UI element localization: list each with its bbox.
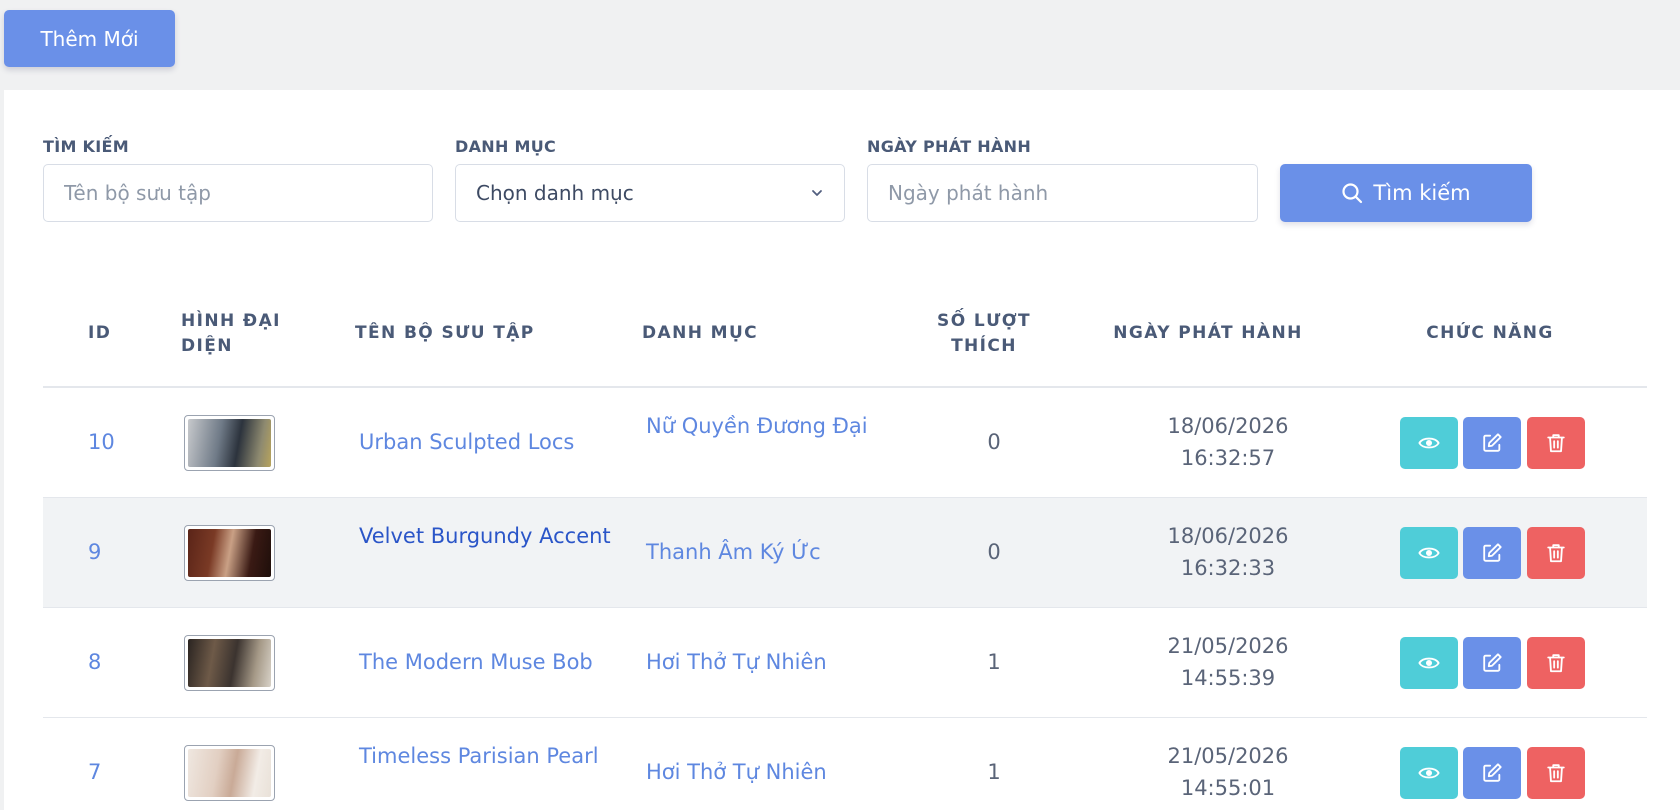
category-select-value: Chọn danh mục <box>476 181 634 205</box>
collection-thumbnail <box>184 525 275 581</box>
view-button[interactable] <box>1400 747 1458 799</box>
edit-icon <box>1483 543 1502 562</box>
view-button[interactable] <box>1400 417 1458 469</box>
edit-icon <box>1483 433 1502 452</box>
header-likes-line1: SỐ LƯỢT <box>937 311 1031 331</box>
edit-button[interactable] <box>1463 527 1521 579</box>
collection-category-link[interactable]: Hơi Thở Tự Nhiên <box>646 760 827 784</box>
search-icon <box>1342 183 1363 204</box>
category-label: DANH MỤC <box>455 137 557 156</box>
view-button[interactable] <box>1400 527 1458 579</box>
eye-icon <box>1418 547 1440 559</box>
release-time: 16:32:57 <box>1180 446 1276 470</box>
collection-name-link[interactable]: Urban Sculpted Locs <box>359 430 575 454</box>
release-date-label: NGÀY PHÁT HÀNH <box>867 137 1032 156</box>
search-label: TÌM KIẾM <box>43 137 129 156</box>
eye-icon <box>1418 767 1440 779</box>
eye-icon <box>1418 437 1440 449</box>
collection-thumbnail <box>184 415 275 471</box>
trash-icon <box>1547 764 1565 783</box>
trash-icon <box>1547 434 1565 453</box>
header-avatar: HÌNH ĐẠI DIỆN <box>181 309 281 359</box>
release-date-input[interactable] <box>888 181 1237 205</box>
add-new-button[interactable]: Thêm Mới <box>4 10 175 67</box>
table-row: 8 The Modern Muse Bob Hơi Thở Tự Nhiên 1… <box>43 608 1647 718</box>
collection-name-link[interactable]: Timeless Parisian Pearl <box>359 744 599 768</box>
release-time: 14:55:39 <box>1180 666 1276 690</box>
row-id[interactable]: 10 <box>88 430 115 454</box>
search-input[interactable] <box>64 181 412 205</box>
likes-count: 0 <box>987 540 1001 564</box>
collection-list-card: TÌM KIẾM DANH MỤC Chọn danh mục NGÀY PHÁ… <box>4 90 1680 810</box>
likes-count: 1 <box>987 650 1001 674</box>
header-category: DANH MỤC <box>642 323 759 343</box>
trash-icon <box>1547 654 1565 673</box>
header-avatar-line2: DIỆN <box>181 336 233 356</box>
row-id[interactable]: 8 <box>88 650 102 674</box>
collection-name-link[interactable]: The Modern Muse Bob <box>359 650 593 674</box>
chevron-down-icon <box>812 190 822 196</box>
edit-button[interactable] <box>1463 747 1521 799</box>
collection-thumbnail <box>184 745 275 801</box>
delete-button[interactable] <box>1527 637 1585 689</box>
release-date: 21/05/2026 <box>1167 744 1289 768</box>
delete-button[interactable] <box>1527 747 1585 799</box>
eye-icon <box>1418 657 1440 669</box>
edit-button[interactable] <box>1463 637 1521 689</box>
header-actions: CHỨC NĂNG <box>1426 323 1554 343</box>
delete-button[interactable] <box>1527 417 1585 469</box>
collection-name-link[interactable]: Velvet Burgundy Accent <box>359 524 611 548</box>
header-likes: SỐ LƯỢT THÍCH <box>919 309 1049 359</box>
release-date: 21/05/2026 <box>1167 634 1289 658</box>
row-id[interactable]: 9 <box>88 540 102 564</box>
search-field[interactable] <box>43 164 433 222</box>
view-button[interactable] <box>1400 637 1458 689</box>
header-name: TÊN BỘ SƯU TẬP <box>355 323 535 343</box>
collection-category-link[interactable]: Hơi Thở Tự Nhiên <box>646 650 827 674</box>
table-header-divider <box>43 386 1647 388</box>
row-id[interactable]: 7 <box>88 760 102 784</box>
trash-icon <box>1547 544 1565 563</box>
release-date: 18/06/2026 <box>1167 414 1289 438</box>
collection-category-link[interactable]: Thanh Âm Ký Ức <box>646 540 821 564</box>
release-datetime: 18/06/2026 16:32:57 <box>1133 410 1323 474</box>
release-datetime: 21/05/2026 14:55:01 <box>1133 740 1323 804</box>
header-release-date: NGÀY PHÁT HÀNH <box>1113 323 1303 343</box>
search-button[interactable]: Tìm kiếm <box>1280 164 1532 222</box>
likes-count: 0 <box>987 430 1001 454</box>
header-likes-line2: THÍCH <box>951 336 1017 356</box>
release-datetime: 21/05/2026 14:55:39 <box>1133 630 1323 694</box>
release-date: 18/06/2026 <box>1167 524 1289 548</box>
search-button-label: Tìm kiếm <box>1373 181 1471 205</box>
release-datetime: 18/06/2026 16:32:33 <box>1133 520 1323 584</box>
edit-icon <box>1483 653 1502 672</box>
release-date-field[interactable] <box>867 164 1258 222</box>
category-select[interactable]: Chọn danh mục <box>455 164 845 222</box>
likes-count: 1 <box>987 760 1001 784</box>
delete-button[interactable] <box>1527 527 1585 579</box>
edit-icon <box>1483 763 1502 782</box>
edit-button[interactable] <box>1463 417 1521 469</box>
release-time: 16:32:33 <box>1180 556 1276 580</box>
table-row: 10 Urban Sculpted Locs Nữ Quyền Đương Đạ… <box>43 388 1647 498</box>
header-id: ID <box>88 323 112 343</box>
collection-category-link[interactable]: Nữ Quyền Đương Đại <box>646 414 868 438</box>
release-time: 14:55:01 <box>1180 776 1276 800</box>
collection-thumbnail <box>184 635 275 691</box>
header-avatar-line1: HÌNH ĐẠI <box>181 311 281 331</box>
table-row: 9 Velvet Burgundy Accent Thanh Âm Ký Ức … <box>43 498 1647 608</box>
table-row: 7 Timeless Parisian Pearl Hơi Thở Tự Nhi… <box>43 718 1647 810</box>
